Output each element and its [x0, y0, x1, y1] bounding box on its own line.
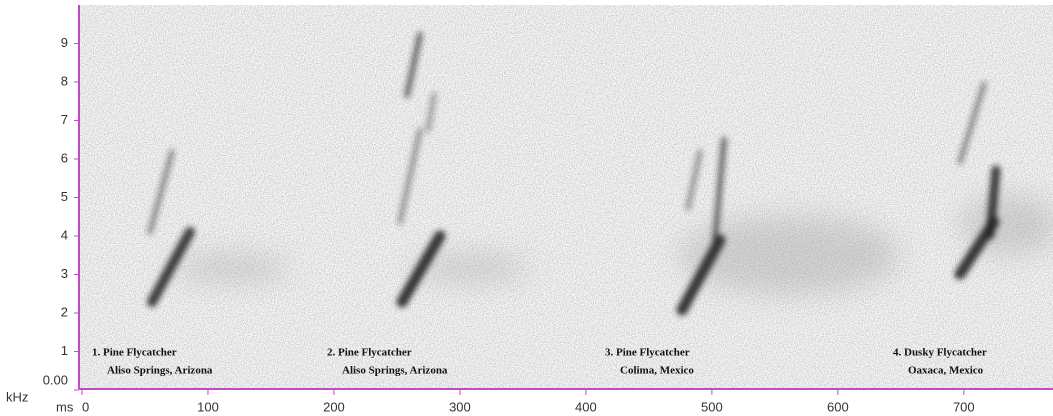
- x-tick-label: 400: [575, 399, 597, 414]
- y-tick-label: 5: [61, 189, 68, 204]
- annotation-title: 2. Pine Flycatcher: [327, 347, 412, 359]
- y-tick-label: 6: [61, 150, 68, 165]
- annotation-place: Oaxaca, Mexico: [908, 365, 984, 377]
- x-tick-label: 0: [82, 399, 89, 414]
- annotation-title: 1. Pine Flycatcher: [92, 347, 177, 359]
- x-tick-label: 300: [449, 399, 471, 414]
- y-axis-label: kHz: [6, 389, 28, 404]
- x-tick-label: 200: [323, 399, 345, 414]
- annotation-title: 3. Pine Flycatcher: [605, 347, 690, 359]
- x-tick-label: 600: [827, 399, 849, 414]
- y-tick-label: 1: [61, 343, 68, 358]
- annotation-title: 4. Dusky Flycatcher: [893, 347, 987, 359]
- y-tick-label: 2: [61, 304, 68, 319]
- y-tick-label: 7: [61, 112, 68, 127]
- y-tick-label: 3: [61, 266, 68, 281]
- annotation-place: Colima, Mexico: [620, 365, 694, 377]
- annotation-place: Aliso Springs, Arizona: [107, 365, 213, 377]
- y-tick-label: 0.00: [43, 372, 68, 387]
- y-tick-label: 9: [61, 35, 68, 50]
- x-tick-label: 700: [953, 399, 975, 414]
- x-tick-label: 100: [197, 399, 219, 414]
- x-axis-label: ms: [56, 399, 74, 414]
- annotation-place: Aliso Springs, Arizona: [342, 365, 448, 377]
- y-tick-label: 4: [61, 227, 68, 242]
- spectrogram: [79, 5, 1053, 388]
- x-tick-label: 500: [701, 399, 723, 414]
- y-tick-label: 8: [61, 73, 68, 88]
